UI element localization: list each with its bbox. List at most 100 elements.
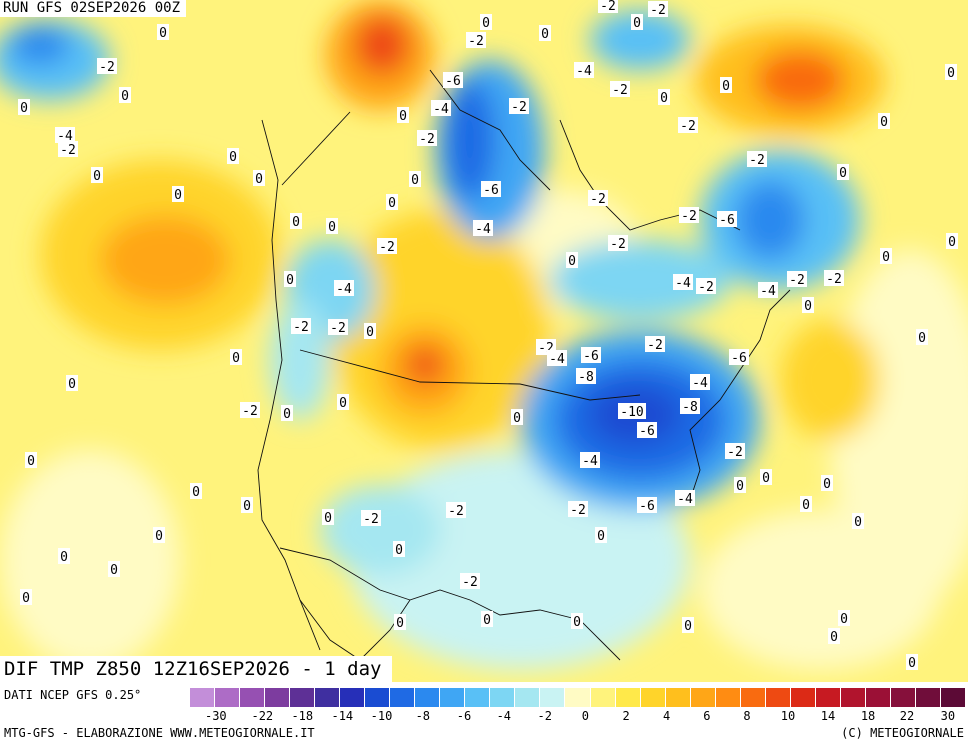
contour-label-box: [673, 274, 693, 290]
credits-copyright: (C) METEOGIORNALE: [841, 726, 964, 740]
contour-label: -6: [717, 211, 737, 228]
color-scale-cell: [215, 688, 241, 707]
contour-label-box: [291, 318, 311, 334]
contour-label-box: [758, 282, 778, 298]
contour-label: -2: [58, 141, 78, 158]
contour-label-box: [394, 614, 406, 630]
contour-label-box: [480, 14, 492, 30]
contour-label: -6: [581, 347, 601, 364]
contour-label: -4: [431, 100, 451, 117]
contour-label-text: -2: [330, 321, 346, 336]
contour-label: 0: [18, 99, 30, 116]
contour-label-box: [108, 561, 120, 577]
field-title: DIF TMP Z850 12Z16SEP2026 - 1 day: [0, 656, 392, 682]
contour-label-text: 0: [388, 196, 396, 211]
contour-label-box: [511, 409, 523, 425]
contour-label: -2: [97, 58, 117, 75]
contour-label-box: [725, 443, 745, 459]
contour-label-text: 0: [482, 16, 490, 31]
contour-label-box: [397, 107, 409, 123]
color-scale-bar: [190, 688, 966, 707]
color-scale-cell: [615, 688, 641, 707]
contour-label-text: 0: [660, 91, 668, 106]
contour-label-box: [852, 513, 864, 529]
contour-label-box: [58, 141, 78, 157]
contour-label-text: -8: [682, 400, 698, 415]
color-scale-cell: [190, 688, 216, 707]
color-scale-cell: [515, 688, 541, 707]
color-scale-tick: -18: [291, 709, 314, 723]
contour-label-text: 0: [840, 612, 848, 627]
contour-label: -4: [673, 274, 693, 291]
contour-label-box: [568, 501, 588, 517]
contour-label-box: [680, 398, 700, 414]
contour-label: 0: [802, 297, 814, 314]
color-scale-cell: [940, 688, 966, 707]
contour-label-text: -6: [583, 349, 599, 364]
contour-label: -2: [824, 270, 844, 287]
color-scale-tick: 18: [860, 709, 876, 723]
contour-label: -6: [637, 497, 657, 514]
contour-label-box: [631, 14, 643, 30]
contour-label-text: 0: [292, 215, 300, 230]
color-scale-cell: [815, 688, 841, 707]
color-scale-tick: 0: [581, 709, 589, 723]
contour-label: -2: [678, 117, 698, 134]
contour-label: -4: [547, 350, 567, 367]
contour-label: 0: [157, 24, 169, 41]
contour-label: -8: [576, 368, 596, 385]
contour-label: -4: [690, 374, 710, 391]
contour-label: 0: [658, 89, 670, 106]
contour-label-text: -4: [549, 352, 565, 367]
contour-label-text: 0: [411, 173, 419, 188]
contour-label-box: [906, 654, 918, 670]
contour-label-box: [828, 628, 840, 644]
contour-label-text: 0: [255, 172, 263, 187]
contour-label-box: [334, 280, 354, 296]
contour-label-box: [473, 220, 493, 236]
contour-label-box: [172, 186, 184, 202]
contour-label-text: -2: [468, 34, 484, 49]
contour-label: -4: [55, 127, 75, 144]
contour-label-text: 0: [597, 529, 605, 544]
contour-label-box: [720, 77, 732, 93]
contour-label: 0: [393, 541, 405, 558]
contour-label: -4: [574, 62, 594, 79]
contour-label: -2: [568, 501, 588, 518]
contour-label: -6: [443, 72, 463, 89]
contour-label: -8: [680, 398, 700, 415]
contour-label-box: [610, 81, 630, 97]
contour-label-box: [945, 64, 957, 80]
contour-label-text: -4: [433, 102, 449, 117]
color-scale-cell: [865, 688, 891, 707]
contour-label-box: [838, 610, 850, 626]
contour-label-box: [682, 617, 694, 633]
contour-label-box: [675, 490, 695, 506]
contour-label: 0: [281, 405, 293, 422]
contour-label-text: -2: [681, 209, 697, 224]
color-scale-cell: [315, 688, 341, 707]
color-scale-tick: 10: [780, 709, 796, 723]
contour-label: 0: [837, 164, 849, 181]
contour-label: 0: [631, 14, 643, 31]
contour-label-text: -4: [675, 276, 691, 291]
contour-label-text: 0: [324, 511, 332, 526]
contour-label: -2: [460, 573, 480, 590]
contour-label-text: 0: [880, 115, 888, 130]
contour-label-text: 0: [947, 66, 955, 81]
contour-label-text: -2: [600, 0, 616, 14]
contour-label-box: [916, 329, 928, 345]
contour-label-text: 0: [286, 273, 294, 288]
contour-label-box: [443, 72, 463, 88]
contour-label-text: 0: [802, 498, 810, 513]
contour-label-box: [645, 336, 665, 352]
color-scale-cell: [265, 688, 291, 707]
contour-label-box: [119, 87, 131, 103]
contour-label-box: [678, 117, 698, 133]
contour-label: 0: [284, 271, 296, 288]
contour-label-text: -2: [612, 83, 628, 98]
contour-label-text: -2: [419, 132, 435, 147]
color-scale-cell: [715, 688, 741, 707]
contour-label-box: [290, 213, 302, 229]
contour-label-text: -6: [483, 183, 499, 198]
